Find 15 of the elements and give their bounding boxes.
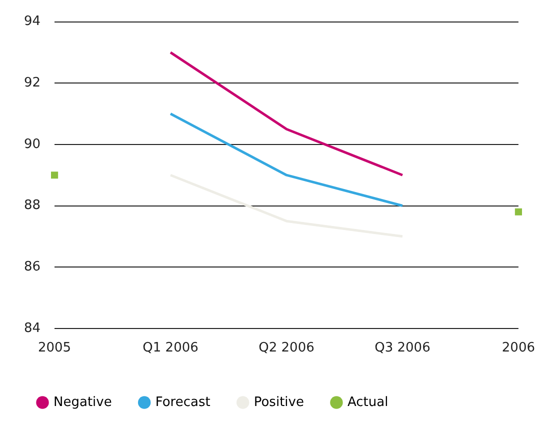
- y-tick-label: 86: [24, 259, 41, 274]
- y-tick-label: 88: [24, 198, 41, 214]
- legend-label: Actual: [347, 394, 388, 410]
- x-tick-label: Q3 2006: [374, 340, 430, 356]
- x-tick-label: Q1 2006: [142, 340, 198, 356]
- y-tick-label: 84: [24, 320, 41, 336]
- legend-label: Forecast: [155, 394, 210, 410]
- x-tick-label: 2005: [38, 340, 72, 356]
- legend-label: Negative: [54, 394, 112, 410]
- x-tick-label: 2006: [502, 340, 536, 356]
- legend-label: Positive: [254, 394, 304, 410]
- y-tick-label: 94: [24, 14, 41, 30]
- x-tick-label: Q2 2006: [258, 340, 314, 356]
- y-tick-label: 90: [24, 136, 41, 152]
- y-tick-label: 92: [24, 75, 41, 90]
